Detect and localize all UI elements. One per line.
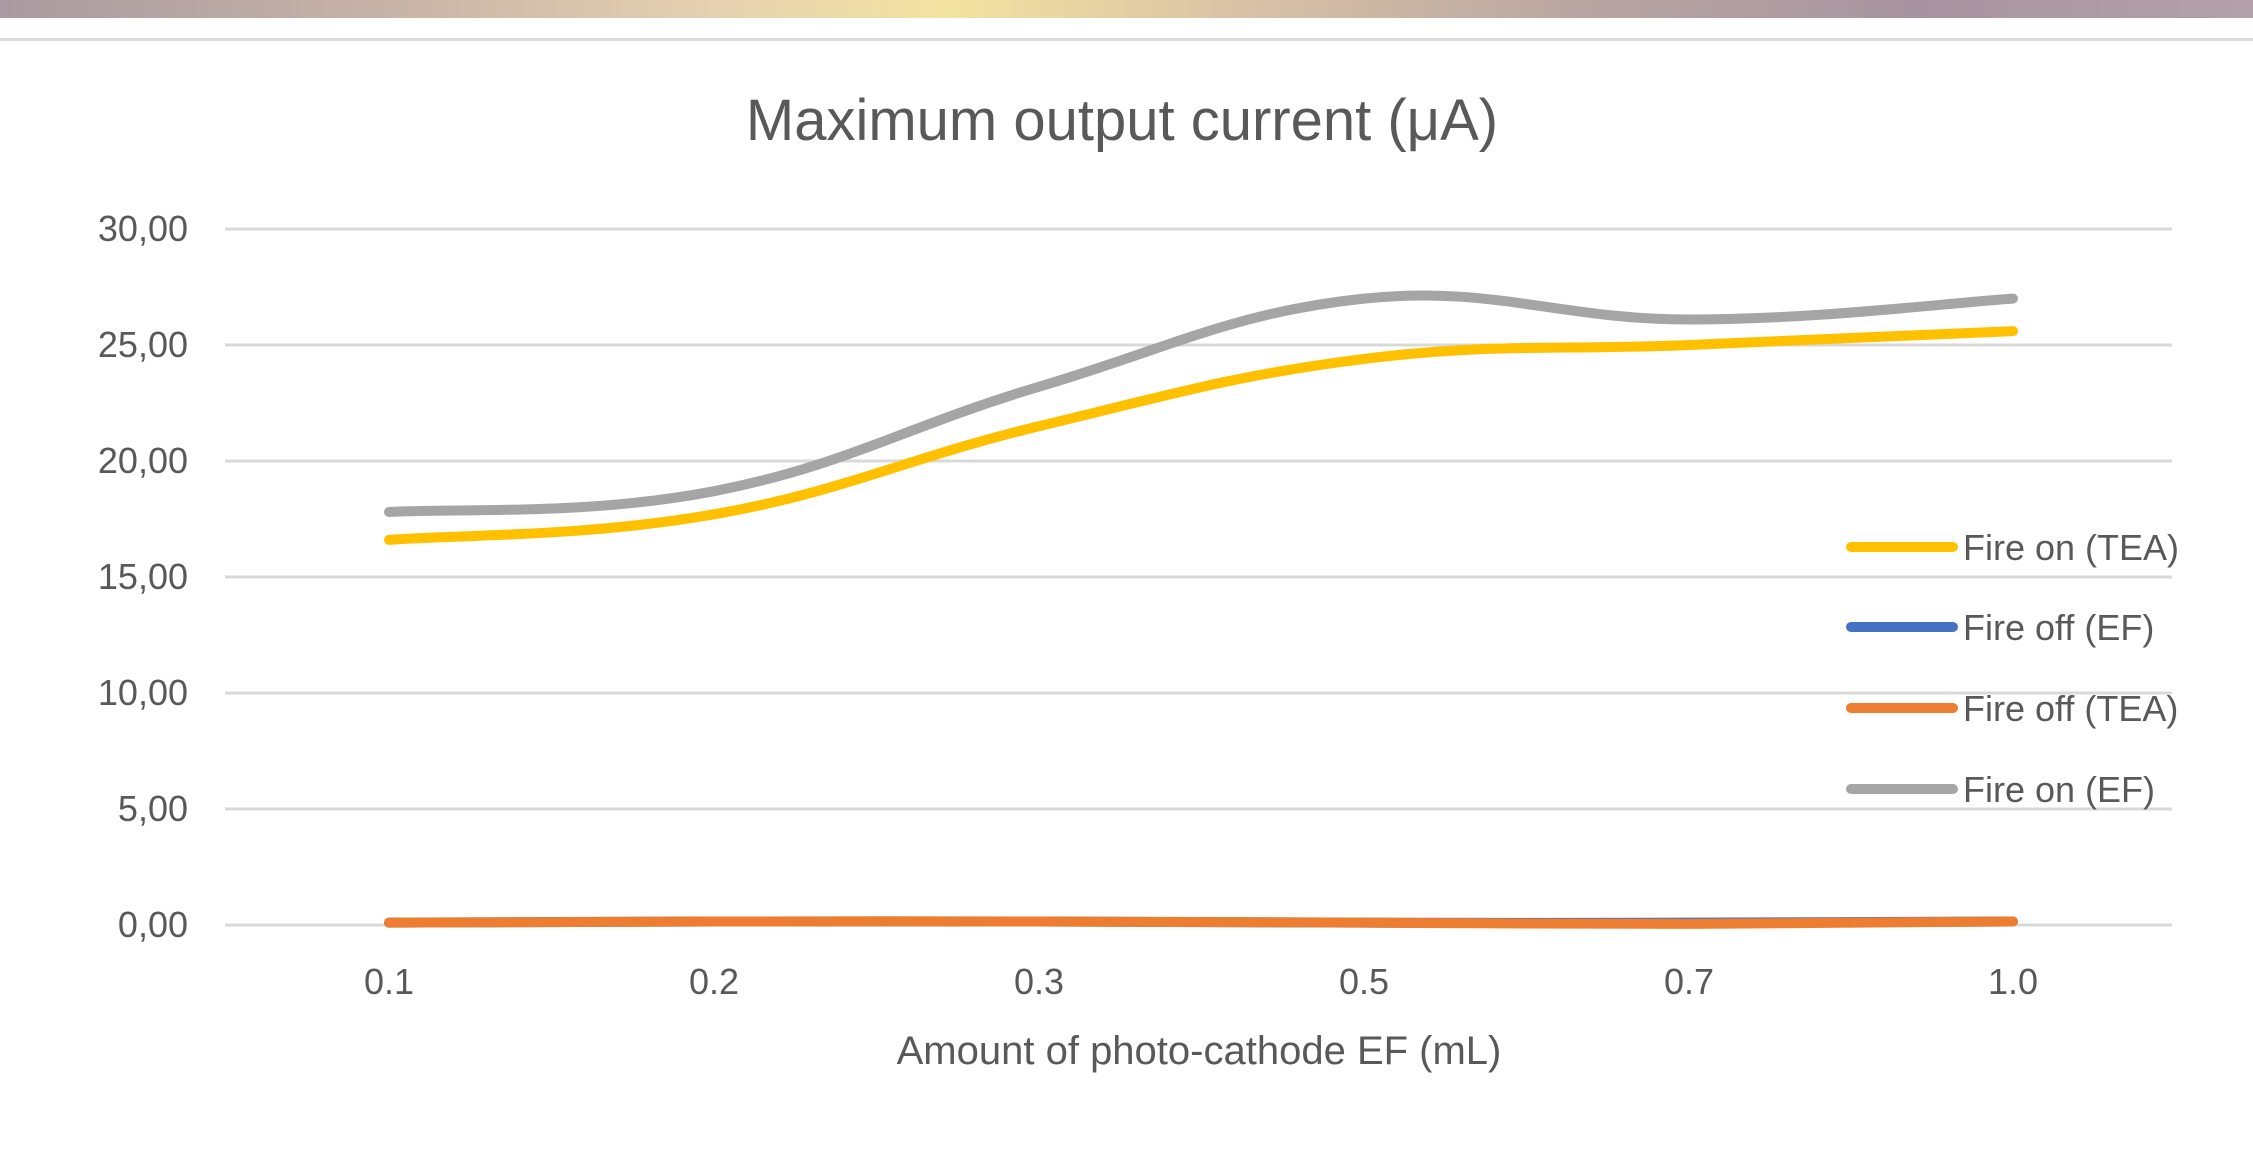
y-tick-label: 20,00 xyxy=(98,440,188,481)
legend-label: Fire on (EF) xyxy=(1963,769,2155,810)
legend: Fire on (TEA) Fire off (EF) Fire off (TEA)… xyxy=(1846,527,2179,810)
chart-top-border xyxy=(0,38,2253,41)
y-tick-label: 30,00 xyxy=(98,208,188,249)
y-tick-label: 10,00 xyxy=(98,672,188,713)
x-tick-label: 0.7 xyxy=(1664,961,1714,1002)
x-tick-label: 1.0 xyxy=(1988,961,2038,1002)
legend-label: Fire on (TEA) xyxy=(1963,527,2179,568)
y-tick-label: 0,00 xyxy=(118,904,188,945)
x-tick-label: 0.1 xyxy=(364,961,414,1002)
background-image-strip xyxy=(0,0,2253,18)
y-tick-label: 25,00 xyxy=(98,324,188,365)
y-tick-label: 5,00 xyxy=(118,788,188,829)
x-tick-label: 0.5 xyxy=(1339,961,1389,1002)
chart-title: Maximum output current (μA) xyxy=(746,88,1498,153)
series-line xyxy=(384,326,2018,545)
series-lines xyxy=(384,290,2018,929)
series-line xyxy=(384,290,2018,518)
y-axis-ticks: 0,00 5,00 10,00 15,00 20,00 25,00 30,00 xyxy=(98,208,188,945)
x-tick-label: 0.3 xyxy=(1014,961,1064,1002)
x-axis-label: Amount of photo-cathode EF (mL) xyxy=(897,1029,1502,1073)
y-tick-label: 15,00 xyxy=(98,556,188,597)
legend-label: Fire off (TEA) xyxy=(1963,688,2178,729)
x-tick-label: 0.2 xyxy=(689,961,739,1002)
legend-label: Fire off (EF) xyxy=(1963,607,2154,648)
x-axis-ticks: 0.1 0.2 0.3 0.5 0.7 1.0 xyxy=(364,961,2038,1002)
series-line xyxy=(384,916,2018,929)
